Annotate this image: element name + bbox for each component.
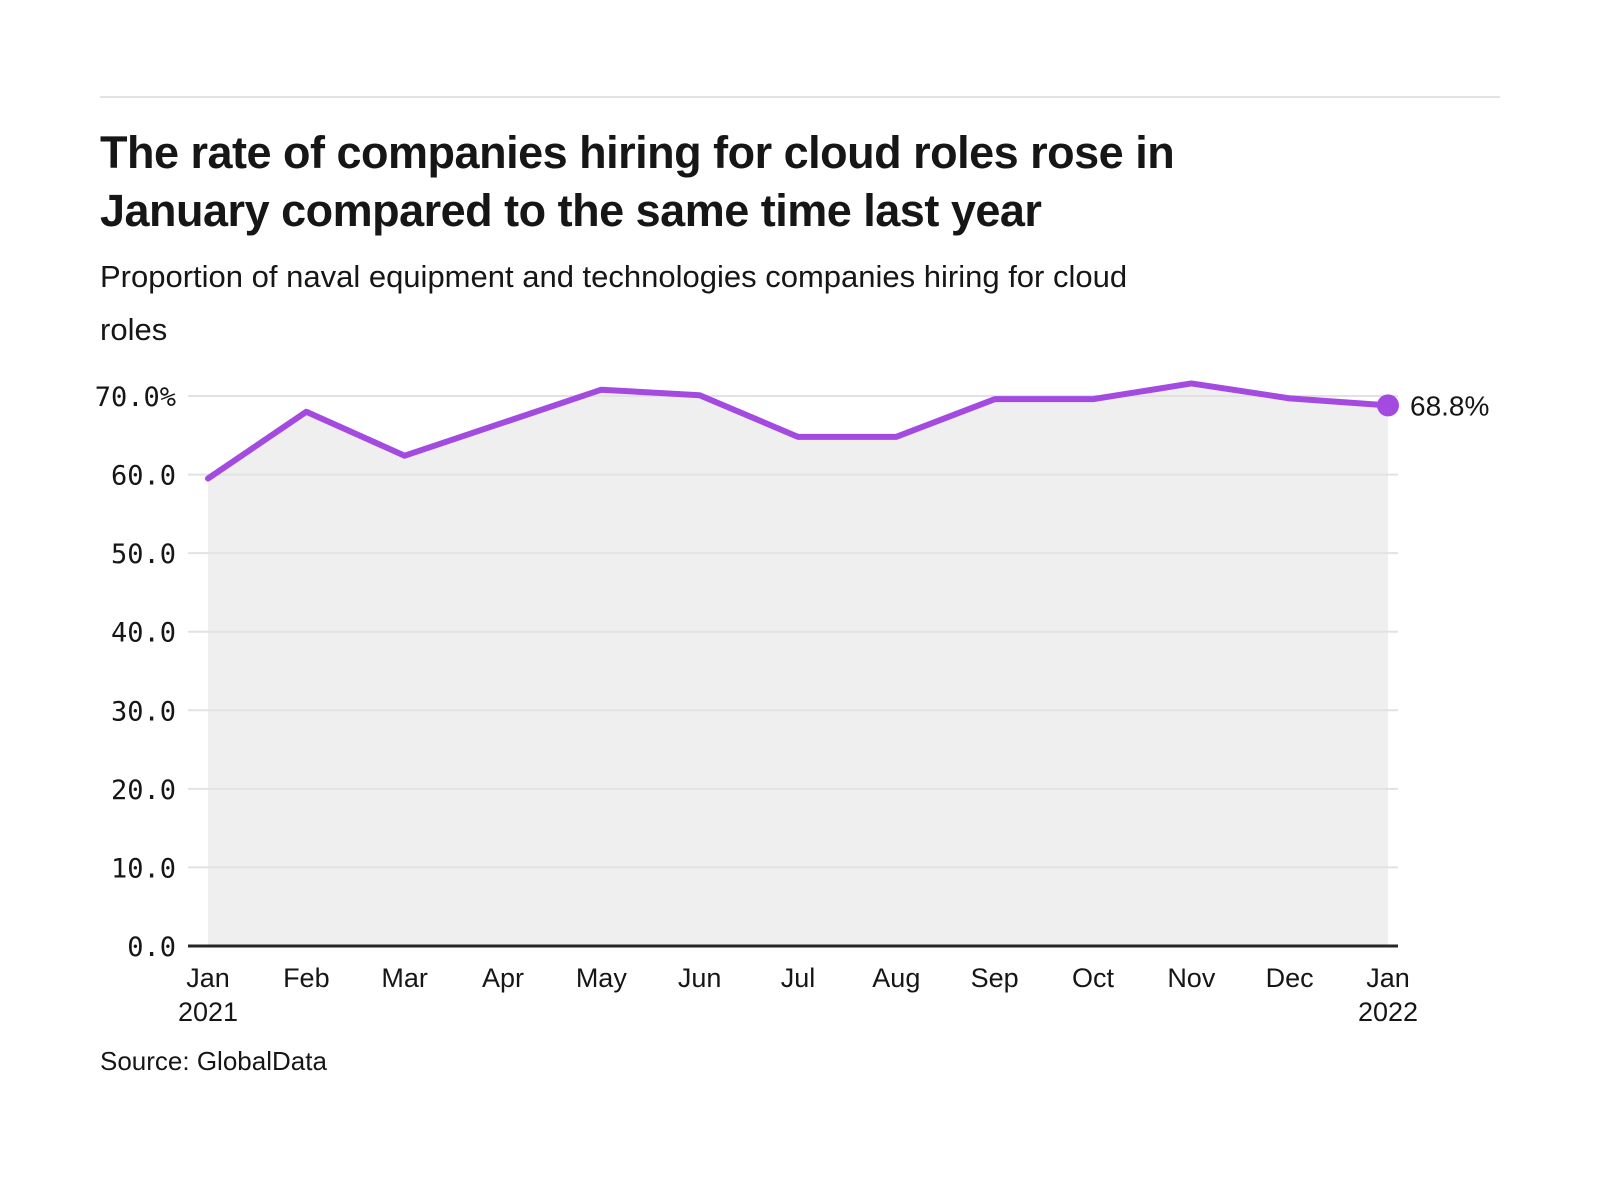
- x-tick-label: Dec: [1266, 963, 1314, 993]
- x-tick-label: Nov: [1167, 963, 1216, 993]
- chart-title-line2: January compared to the same time last y…: [100, 185, 1042, 236]
- source-attribution: Source: GlobalData: [100, 1046, 327, 1076]
- top-divider: [100, 96, 1500, 98]
- chart-title: The rate of companies hiring for cloud r…: [100, 124, 1175, 240]
- x-tick-label: Jan: [1366, 963, 1410, 993]
- chart-subtitle-line2: roles: [100, 312, 168, 347]
- chart-title-line1: The rate of companies hiring for cloud r…: [100, 127, 1175, 178]
- y-tick-label: 20.0: [111, 775, 176, 806]
- y-tick-label: 30.0: [111, 696, 176, 727]
- series-line: [205, 380, 1391, 482]
- y-tick-label: 40.0: [111, 618, 176, 649]
- x-tick-label: Jan: [186, 963, 230, 993]
- end-value-label: 68.8%: [1410, 390, 1489, 421]
- x-tick-label: Sep: [971, 963, 1019, 993]
- area-fill: [208, 383, 1388, 945]
- y-tick-label: 70.0%: [95, 382, 176, 413]
- x-tick-label: Jul: [781, 963, 816, 993]
- y-tick-label: 0.0: [127, 932, 176, 963]
- x-tick-label: May: [576, 963, 628, 993]
- x-tick-sublabel: 2022: [1358, 997, 1418, 1027]
- y-tick-label: 60.0: [111, 461, 176, 492]
- x-tick-label: Aug: [872, 963, 920, 993]
- y-tick-label: 10.0: [111, 853, 176, 884]
- x-tick-label: Jun: [678, 963, 722, 993]
- x-tick-sublabel: 2021: [178, 997, 238, 1027]
- x-tick-label: Feb: [283, 963, 330, 993]
- x-tick-label: Mar: [381, 963, 428, 993]
- end-point-dot: [1377, 394, 1399, 417]
- chart-subtitle: Proportion of naval equipment and techno…: [100, 250, 1127, 356]
- y-tick-label: 50.0: [111, 539, 176, 570]
- x-tick-label: Oct: [1072, 963, 1115, 993]
- chart-subtitle-line1: Proportion of naval equipment and techno…: [100, 259, 1128, 294]
- x-tick-label: Apr: [482, 963, 524, 993]
